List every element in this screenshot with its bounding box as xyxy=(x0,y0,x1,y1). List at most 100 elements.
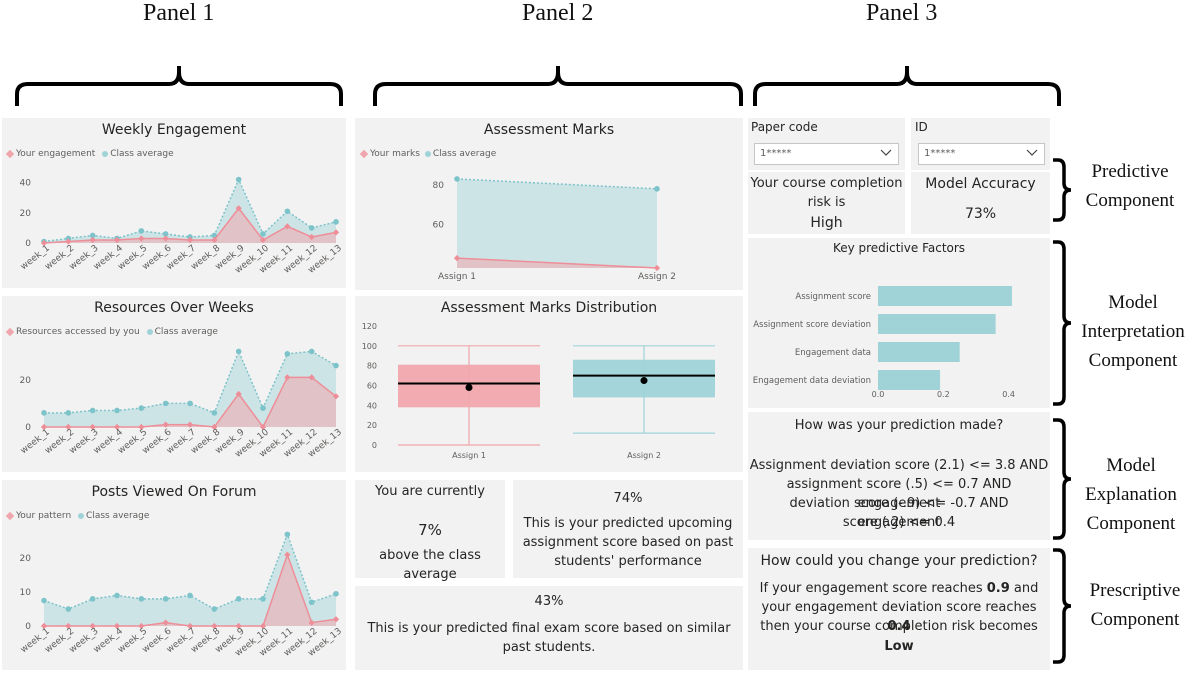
explanation-line3: Component xyxy=(1086,513,1176,534)
your-point xyxy=(235,390,242,398)
your-point xyxy=(138,235,145,242)
class-average-point xyxy=(284,351,291,357)
class-average-point xyxy=(284,531,291,538)
change-deviation-target: 0.4 xyxy=(887,619,911,634)
assessment-marks-chart: 60 80 Assign 1 Assign 2 xyxy=(433,176,676,282)
id-value: 1***** xyxy=(924,148,956,159)
class-average-point xyxy=(211,410,218,416)
accuracy-label: Model Accuracy xyxy=(925,176,1036,192)
y-tick-label: 20 xyxy=(20,554,32,564)
currently-line2: above the class average xyxy=(379,548,481,582)
change-card: How could you change your prediction? If… xyxy=(748,548,1050,670)
y-tick-label: 40 xyxy=(367,401,377,410)
currently-line1: You are currently xyxy=(375,484,485,499)
class-average-point xyxy=(308,348,315,355)
predictive-line1: Predictive xyxy=(1091,161,1169,182)
y-tick-label: 80 xyxy=(433,181,445,191)
class-average-point xyxy=(41,597,47,604)
legend-class-average: Class average xyxy=(432,149,497,159)
prescriptive-line1: Prescriptive xyxy=(1089,580,1181,601)
final-exam-card: 43% This is your predicted final exam sc… xyxy=(355,586,743,670)
class-average-marker xyxy=(146,328,153,335)
class-average-point xyxy=(162,400,169,407)
legend-your-marks: Your marks xyxy=(370,149,420,159)
y-tick-label: 40 xyxy=(20,179,32,189)
class-average-point xyxy=(308,599,315,606)
your-point xyxy=(40,423,48,431)
chevron-down-icon xyxy=(1026,149,1038,156)
factor-bar xyxy=(878,342,960,362)
class-average-point xyxy=(162,231,169,237)
change-engagement-target: 0.9 xyxy=(986,581,1010,596)
upcoming-line1: This is your predicted upcoming xyxy=(523,516,733,531)
change-line4: Low xyxy=(884,639,914,654)
interpretation-line1: Model xyxy=(1108,292,1158,313)
posts-legend: Your pattern Class average xyxy=(5,511,149,521)
how-made-title: How was your prediction made? xyxy=(794,418,1004,433)
class-average-point xyxy=(89,232,96,239)
class-average-point xyxy=(260,231,266,237)
class-average-marker xyxy=(102,150,109,157)
paper-code-label: Paper code xyxy=(751,120,818,134)
class-average-point xyxy=(162,596,169,602)
your-point xyxy=(211,236,218,244)
id-dropdown[interactable]: 1***** xyxy=(918,143,1045,165)
class-average-point xyxy=(260,405,266,411)
class-average-point xyxy=(211,232,218,239)
x-tick-label: Assign 1 xyxy=(452,451,486,460)
x-tick-label: 0.2 xyxy=(937,390,950,399)
class-average-point xyxy=(138,596,145,602)
class-average-point xyxy=(187,400,193,407)
panel-3-title: Panel 3 xyxy=(866,0,938,26)
your-point xyxy=(186,236,194,244)
box-mean xyxy=(640,377,648,385)
currently-card: You are currently 7% above the class ave… xyxy=(355,480,505,582)
paper-code-value: 1***** xyxy=(760,148,792,159)
y-tick-label: 60 xyxy=(433,220,445,230)
class-average-point xyxy=(89,407,96,414)
y-tick-label: 120 xyxy=(362,322,377,331)
class-average-area xyxy=(44,534,336,626)
change-line2: your engagement deviation score reaches … xyxy=(748,598,1050,636)
y-tick-label: 0 xyxy=(25,622,31,632)
risk-line1: Your course completion xyxy=(750,176,903,191)
change-title: How could you change your prediction? xyxy=(760,553,1038,569)
your-series-area xyxy=(44,377,336,427)
class-average-point xyxy=(65,606,72,612)
predictive-line2: Component xyxy=(1085,190,1175,211)
how-made-line2: assignment score (.5) <= 0.7 AND engagem… xyxy=(786,477,1012,511)
resources-legend: Resources accessed by you Class average xyxy=(5,327,218,337)
x-tick-label: 0.4 xyxy=(1002,390,1015,399)
class-average-point xyxy=(138,228,145,234)
change-line1: If your engagement score reaches 0.9 and xyxy=(748,579,1050,598)
x-tick-label: Assign 1 xyxy=(438,272,476,282)
your-point xyxy=(89,423,96,431)
y-tick-label: 0 xyxy=(372,441,377,450)
your-point xyxy=(186,421,194,428)
how-made-line3: deviation score (-.9) <= -0.7 AND engage… xyxy=(789,496,1009,530)
change-line1c: and xyxy=(1009,581,1039,596)
class-average-point xyxy=(138,405,145,411)
legend-your-engagement: Your engagement xyxy=(16,149,96,159)
your-point xyxy=(113,236,121,244)
id-filter: ID 1***** xyxy=(911,118,1050,170)
y-tick-label: 20 xyxy=(20,376,32,386)
x-tick-label: 0.0 xyxy=(872,390,885,399)
predictive-brace xyxy=(1053,158,1072,222)
prescriptive-line2: Component xyxy=(1090,609,1180,630)
how-made-line1: Assignment deviation score (2.1) <= 3.8 … xyxy=(749,458,1049,473)
distribution-title: Assessment Marks Distribution xyxy=(440,300,658,316)
class-average-marker xyxy=(424,150,431,157)
interpretation-brace xyxy=(1053,240,1072,406)
paper-code-dropdown[interactable]: 1***** xyxy=(754,143,899,165)
factor-label: Engagement data xyxy=(795,348,871,358)
how-made-line4: score (.2) <= 0.4 xyxy=(842,515,956,530)
class-average-area xyxy=(457,178,657,268)
explanation-line1: Model xyxy=(1106,455,1156,476)
y-tick-label: 10 xyxy=(20,588,32,598)
class-average-point xyxy=(235,176,242,183)
posts-title: Posts Viewed On Forum xyxy=(91,484,257,500)
class-average-point xyxy=(187,592,193,599)
resources-chart: 020week_1week_2week_3week_4week_5week_6w… xyxy=(19,348,344,460)
weekly-engagement-title: Weekly Engagement xyxy=(101,122,247,138)
